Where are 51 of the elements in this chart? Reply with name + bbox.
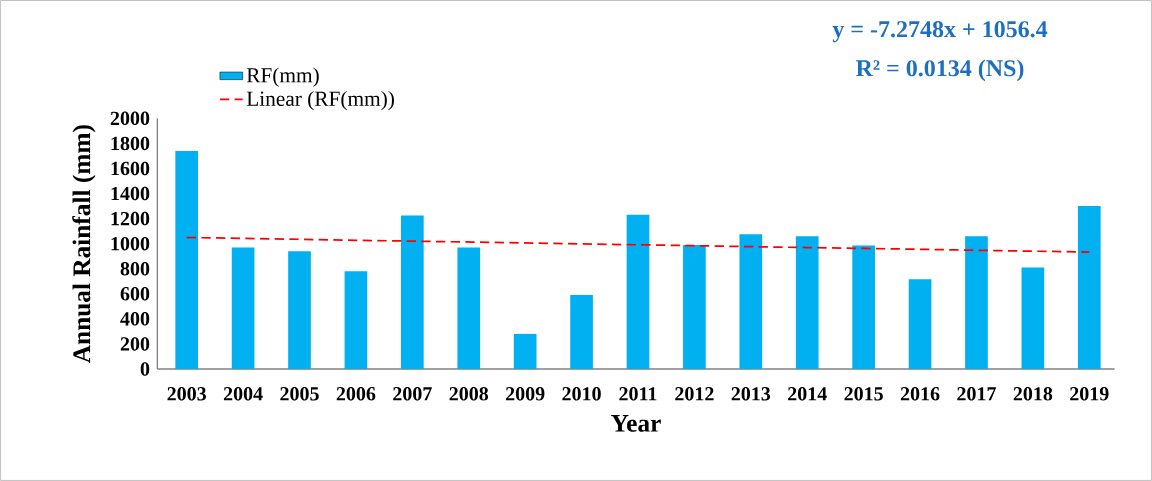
y-axis-title: Annual Rainfall (mm) [72, 125, 96, 364]
x-tick-label: 2015 [844, 387, 883, 401]
bar [231, 247, 255, 369]
bar [739, 234, 763, 369]
text: y = -7.2748x + 1056.4 [832, 21, 1048, 43]
y-tick-label: 0 [140, 362, 150, 376]
bar [513, 333, 537, 369]
bar [457, 247, 481, 369]
bar [908, 279, 932, 369]
bar [175, 150, 199, 369]
y-tick-label: 1400 [111, 186, 150, 201]
x-tick-label: 2017 [957, 387, 996, 401]
x-tick-label: 2014 [788, 387, 827, 401]
y-tick-label: 400 [120, 312, 150, 326]
x-tick-label: 2006 [336, 387, 376, 401]
x-tick-label: 2013 [731, 387, 771, 401]
bar [570, 295, 593, 369]
bar [683, 244, 706, 369]
bar [401, 215, 424, 369]
y-tick-label: 1200 [111, 211, 150, 226]
y-tick-label: 800 [120, 261, 150, 276]
legend-label: RF(mm) [246, 67, 319, 87]
x-tick-label: 2003 [167, 387, 206, 401]
x-tick-label: 2004 [223, 387, 263, 401]
y-tick-label: 1000 [111, 236, 150, 251]
bar [1021, 267, 1045, 369]
x-tick-label: 2010 [562, 387, 601, 401]
bar [626, 214, 650, 369]
x-tick-label: 2011 [619, 387, 657, 401]
y-tick-label: 1600 [111, 161, 150, 176]
x-tick-label: 2007 [393, 387, 432, 401]
x-tick-label: 2018 [1013, 387, 1053, 401]
y-tick-label: 200 [120, 337, 150, 351]
bar [288, 251, 311, 369]
legend-label: Linear (RF(mm)) [246, 90, 394, 111]
x-tick-label: 2008 [449, 387, 489, 401]
bar [344, 271, 368, 369]
text: R² = 0.0134 (NS) [855, 59, 1024, 82]
x-tick-label: 2009 [505, 387, 545, 401]
y-tick-label: 1800 [111, 136, 150, 151]
x-tick-label: 2016 [900, 387, 940, 401]
y-tick-label: 600 [120, 287, 150, 301]
x-tick-label: 2019 [1070, 387, 1109, 401]
y-tick-label: 2000 [110, 111, 150, 126]
bar [795, 236, 819, 369]
bar [1077, 206, 1101, 369]
x-tick-label: 2005 [280, 387, 319, 401]
bar [852, 245, 875, 369]
x-axis-title: Year [611, 415, 661, 432]
bar [965, 236, 988, 369]
x-tick-label: 2012 [675, 387, 714, 401]
